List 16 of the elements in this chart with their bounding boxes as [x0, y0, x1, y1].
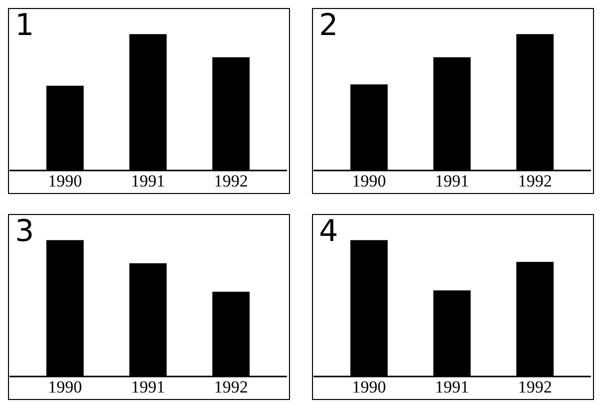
x-tick-label: 1991 — [435, 172, 469, 190]
chart-title: 4 — [319, 214, 338, 249]
x-tick-label: 1990 — [352, 172, 386, 190]
x-tick-label: 1992 — [214, 172, 248, 190]
chart-title: 2 — [319, 8, 338, 43]
x-tick-label: 1992 — [214, 378, 248, 396]
x-tick-label: 1992 — [518, 378, 552, 396]
chart-title: 1 — [15, 8, 34, 43]
x-tick-label: 1990 — [48, 378, 82, 396]
x-tick-label: 1991 — [435, 378, 469, 396]
x-tick-label: 1991 — [131, 378, 165, 396]
x-tick-label: 1991 — [131, 172, 165, 190]
chart-title: 3 — [15, 214, 34, 249]
x-tick-label: 1990 — [48, 172, 82, 190]
x-tick-label: 1990 — [352, 378, 386, 396]
x-tick-label: 1992 — [518, 172, 552, 190]
